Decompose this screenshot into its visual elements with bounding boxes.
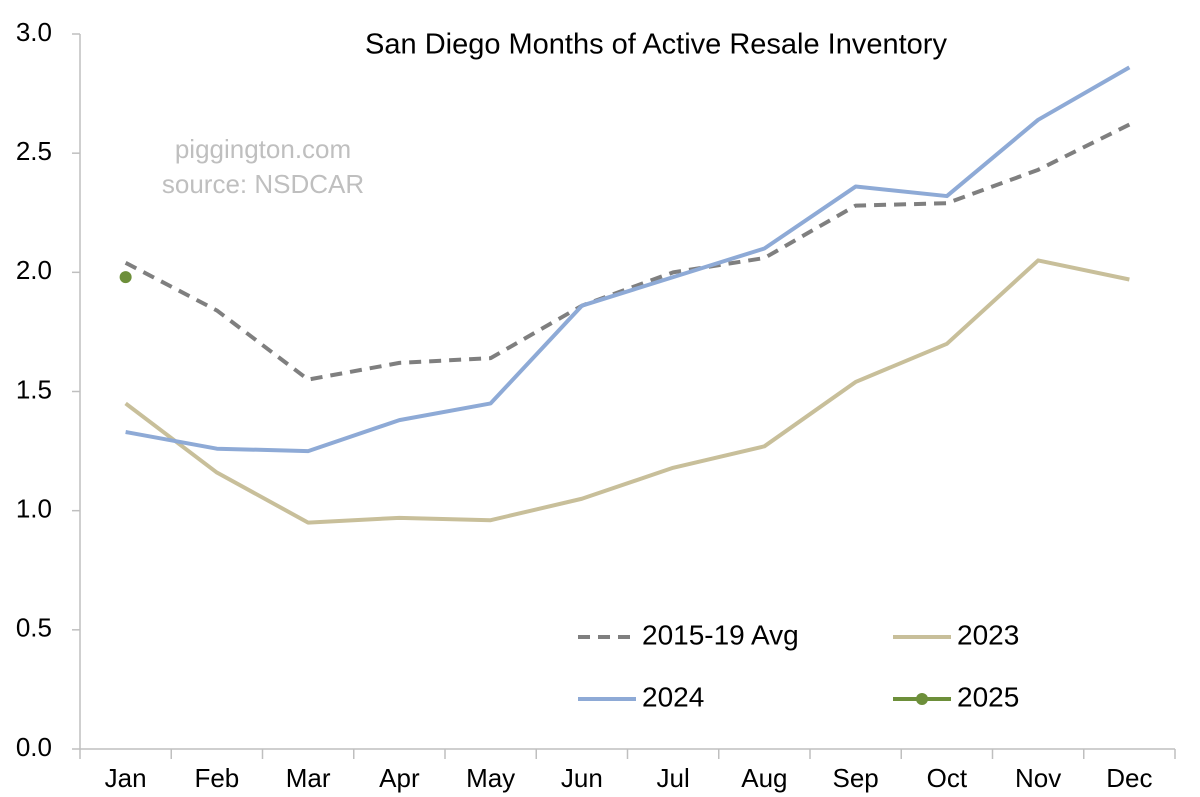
annotation: source: NSDCAR <box>162 169 364 199</box>
x-tick-label: Nov <box>1015 763 1061 793</box>
x-tick-label: Jun <box>561 763 603 793</box>
annotation: piggington.com <box>175 134 351 164</box>
y-tick-label: 0.5 <box>16 613 52 643</box>
legend-marker <box>916 693 928 705</box>
series-line <box>124 122 1131 382</box>
legend-label: 2024 <box>642 681 704 712</box>
x-tick-label: Mar <box>286 763 331 793</box>
x-tick-label: Dec <box>1106 763 1152 793</box>
x-tick-label: Jul <box>657 763 690 793</box>
series-line <box>124 258 1130 525</box>
legend-label: 2023 <box>957 619 1019 650</box>
y-tick-label: 2.0 <box>16 255 52 285</box>
y-tick-label: 1.0 <box>16 494 52 524</box>
legend-label: 2015-19 Avg <box>642 619 799 650</box>
point <box>119 271 132 284</box>
chart-title: San Diego Months of Active Resale Invent… <box>365 29 947 61</box>
x-tick-label: Sep <box>832 763 878 793</box>
x-tick-label: May <box>466 763 515 793</box>
y-tick-label: 2.5 <box>16 136 52 166</box>
y-tick-label: 3.0 <box>16 17 52 47</box>
y-tick-label: 1.5 <box>16 374 52 404</box>
legend-label: 2025 <box>957 681 1019 712</box>
x-tick-label: Feb <box>194 763 239 793</box>
series-line <box>125 65 1131 454</box>
x-tick-label: Oct <box>927 763 968 793</box>
x-tick-label: Jan <box>105 763 147 793</box>
y-tick-label: 0.0 <box>16 732 52 762</box>
x-tick-label: Apr <box>379 763 420 793</box>
x-tick-label: Aug <box>741 763 787 793</box>
